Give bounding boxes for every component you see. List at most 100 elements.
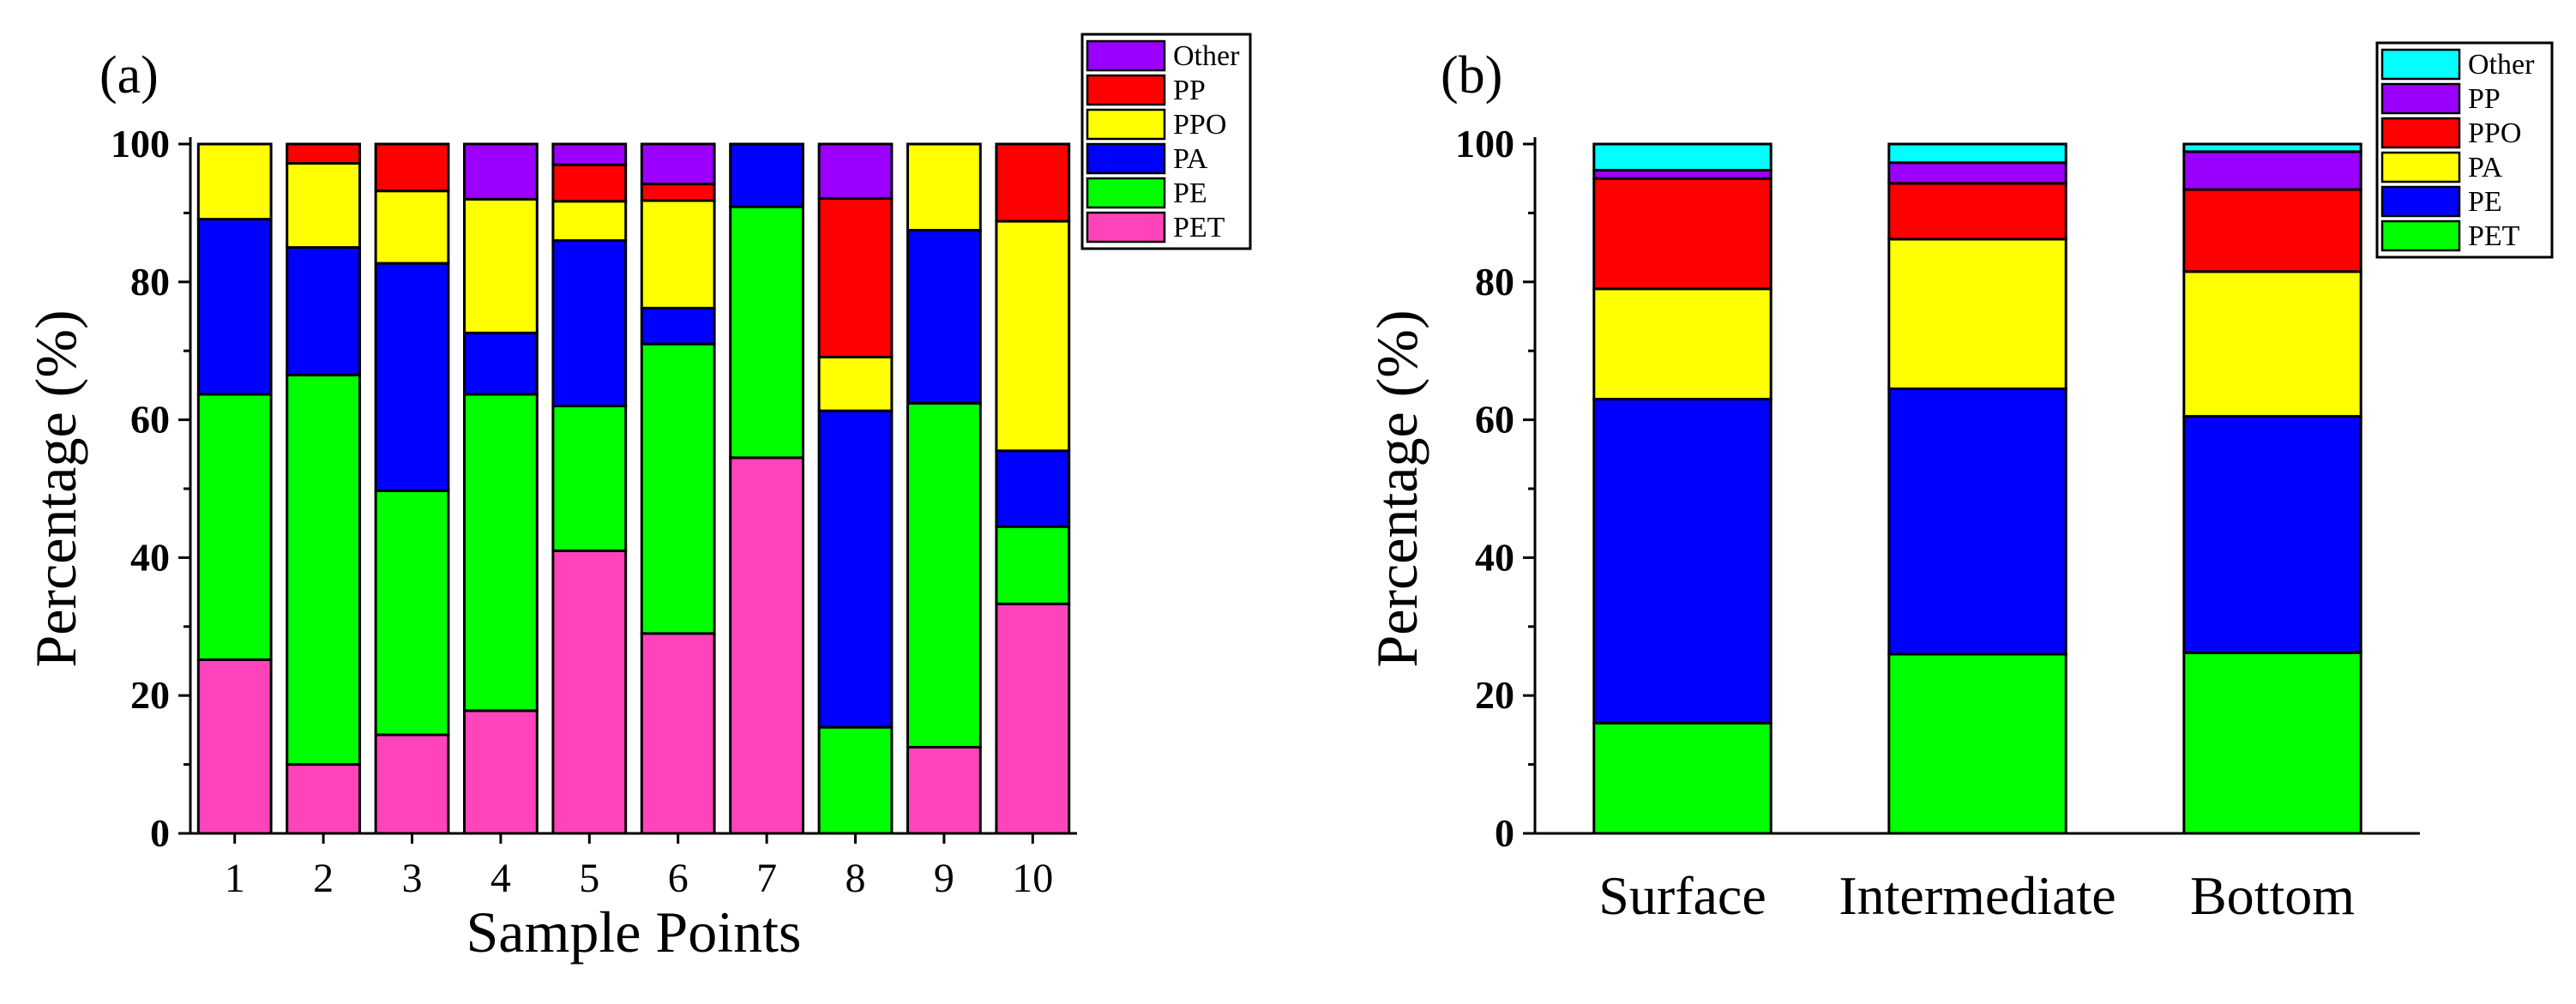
panel-b-bars (1592, 142, 2362, 835)
legend-swatch-ppo (1086, 108, 1166, 141)
panel-b-chart: (b) Surface Intermediate Bottom 0 20 40 60 80 10… (1364, 41, 2554, 926)
bar-segment-6-pet (640, 632, 716, 835)
legend-swatch-ppo (2380, 117, 2461, 149)
legend-swatch-pp (1086, 74, 1166, 106)
bar-segment-4-pet (463, 709, 539, 835)
x-tick-label-8: 8 (846, 856, 866, 901)
legend-swatch-pa (2380, 151, 2461, 183)
bar-segment-4-other (463, 142, 539, 201)
y-tick-label-100: 100 (1455, 122, 1514, 165)
bar-segment-intermediate-other (1887, 142, 2067, 165)
bar-segment-8-pa (817, 409, 894, 729)
bar-segment-4-pa (463, 331, 539, 396)
y-tick-label-100: 100 (111, 122, 170, 165)
x-tick-label-7: 7 (756, 856, 777, 901)
legend-label-pe: PE (2468, 186, 2502, 218)
x-tick-label-3: 3 (402, 856, 423, 901)
bar-segment-10-pa (995, 449, 1071, 528)
bar-segment-5-other (551, 142, 628, 166)
legend-swatch-other (2380, 48, 2461, 81)
bar-segment-9-ppo (906, 142, 982, 231)
bar-segment-6-ppo (640, 199, 716, 310)
bar-segment-9-pe (906, 401, 982, 748)
y-tick-label-40: 40 (130, 535, 170, 579)
bar-segment-bottom-ppo (2182, 188, 2362, 274)
bar-segment-3-pe (374, 489, 450, 736)
panel-b-y-axis-title: Percentage (%) (1364, 310, 1429, 667)
legend-label-pet: PET (2468, 220, 2520, 252)
legend-label-pa: PA (2468, 152, 2503, 183)
y-tick-label-60: 60 (1475, 398, 1514, 442)
x-tick-label-2: 2 (313, 856, 334, 901)
bar-segment-8-other (817, 142, 894, 201)
bar-segment-8-pe (817, 725, 894, 835)
bar-segment-intermediate-ppo (1887, 182, 2067, 241)
bar-segment-5-pp (551, 163, 628, 203)
bar-segment-1-pet (196, 658, 273, 835)
bar-segment-3-ppo (374, 189, 450, 265)
x-tick-label-1: 1 (225, 856, 245, 901)
panel-a-bars (196, 142, 1071, 835)
bar-segment-surface-ppo (1592, 177, 1773, 291)
bar-segment-7-pe (729, 205, 805, 460)
y-tick-label-40: 40 (1475, 535, 1514, 579)
legend-label-pet: PET (1173, 212, 1225, 243)
bar-segment-5-pet (551, 549, 628, 835)
legend-label-pp: PP (1173, 75, 1206, 106)
bar-segment-3-pa (374, 262, 450, 492)
bar-segment-1-pa (196, 218, 273, 396)
bar-segment-bottom-pa (2182, 270, 2362, 418)
x-tick-label-surface: Surface (1598, 865, 1766, 926)
y-tick-label-0: 0 (1495, 811, 1514, 855)
panel-b-label: (b) (1441, 46, 1502, 105)
x-tick-label-10: 10 (1012, 856, 1053, 901)
legend-swatch-pe (2380, 185, 2461, 218)
panel-a-x-axis-title: Sample Points (466, 899, 801, 965)
legend-label-ppo: PPO (1173, 109, 1226, 141)
bar-segment-3-pp (374, 142, 450, 193)
bar-segment-9-pa (906, 229, 982, 405)
bar-segment-surface-pa (1592, 287, 1773, 400)
bar-segment-2-ppo (286, 162, 361, 249)
bar-segment-10-pe (995, 525, 1071, 605)
bar-segment-6-pa (640, 306, 716, 346)
y-tick-label-80: 80 (130, 260, 170, 304)
legend-label-pa: PA (1173, 143, 1208, 175)
bar-segment-surface-other (1592, 142, 1773, 172)
panel-a-label: (a) (99, 46, 159, 105)
bar-segment-2-pp (286, 142, 361, 165)
x-tick-label-bottom: Bottom (2190, 865, 2355, 926)
legend-label-pp: PP (2468, 83, 2501, 115)
bar-segment-4-pe (463, 393, 539, 712)
bar-segment-10-ppo (995, 219, 1071, 453)
bar-segment-bottom-pp (2182, 150, 2362, 191)
bar-segment-8-pp (817, 197, 894, 358)
bar-segment-bottom-other (2182, 142, 2362, 153)
bar-segment-1-ppo (196, 142, 273, 221)
y-tick-label-20: 20 (130, 673, 170, 717)
bar-segment-5-pa (551, 239, 628, 408)
x-tick-label-intermediate: Intermediate (1839, 865, 2116, 926)
y-tick-label-20: 20 (1475, 673, 1514, 717)
panel-a-y-axis-title: Percentage (%) (23, 310, 88, 667)
bar-segment-4-ppo (463, 197, 539, 334)
bar-segment-surface-pe (1592, 397, 1773, 724)
bar-segment-intermediate-pp (1887, 161, 2067, 185)
bar-segment-10-pet (995, 602, 1071, 835)
bar-segment-intermediate-pe (1887, 387, 2067, 656)
legend-label-other: Other (1173, 40, 1240, 72)
bar-segment-7-pet (729, 456, 805, 835)
legend-swatch-pa (1086, 142, 1166, 175)
legend-label-pe: PE (1173, 177, 1207, 209)
x-tick-label-4: 4 (491, 856, 511, 901)
legend-swatch-other (1086, 39, 1166, 72)
bar-segment-3-pet (374, 733, 450, 835)
bar-segment-7-pa (729, 142, 805, 208)
bar-segment-bottom-pe (2182, 415, 2362, 654)
bar-segment-5-pe (551, 405, 628, 552)
bar-segment-bottom-pet (2182, 651, 2362, 835)
bar-segment-2-pet (286, 763, 361, 835)
